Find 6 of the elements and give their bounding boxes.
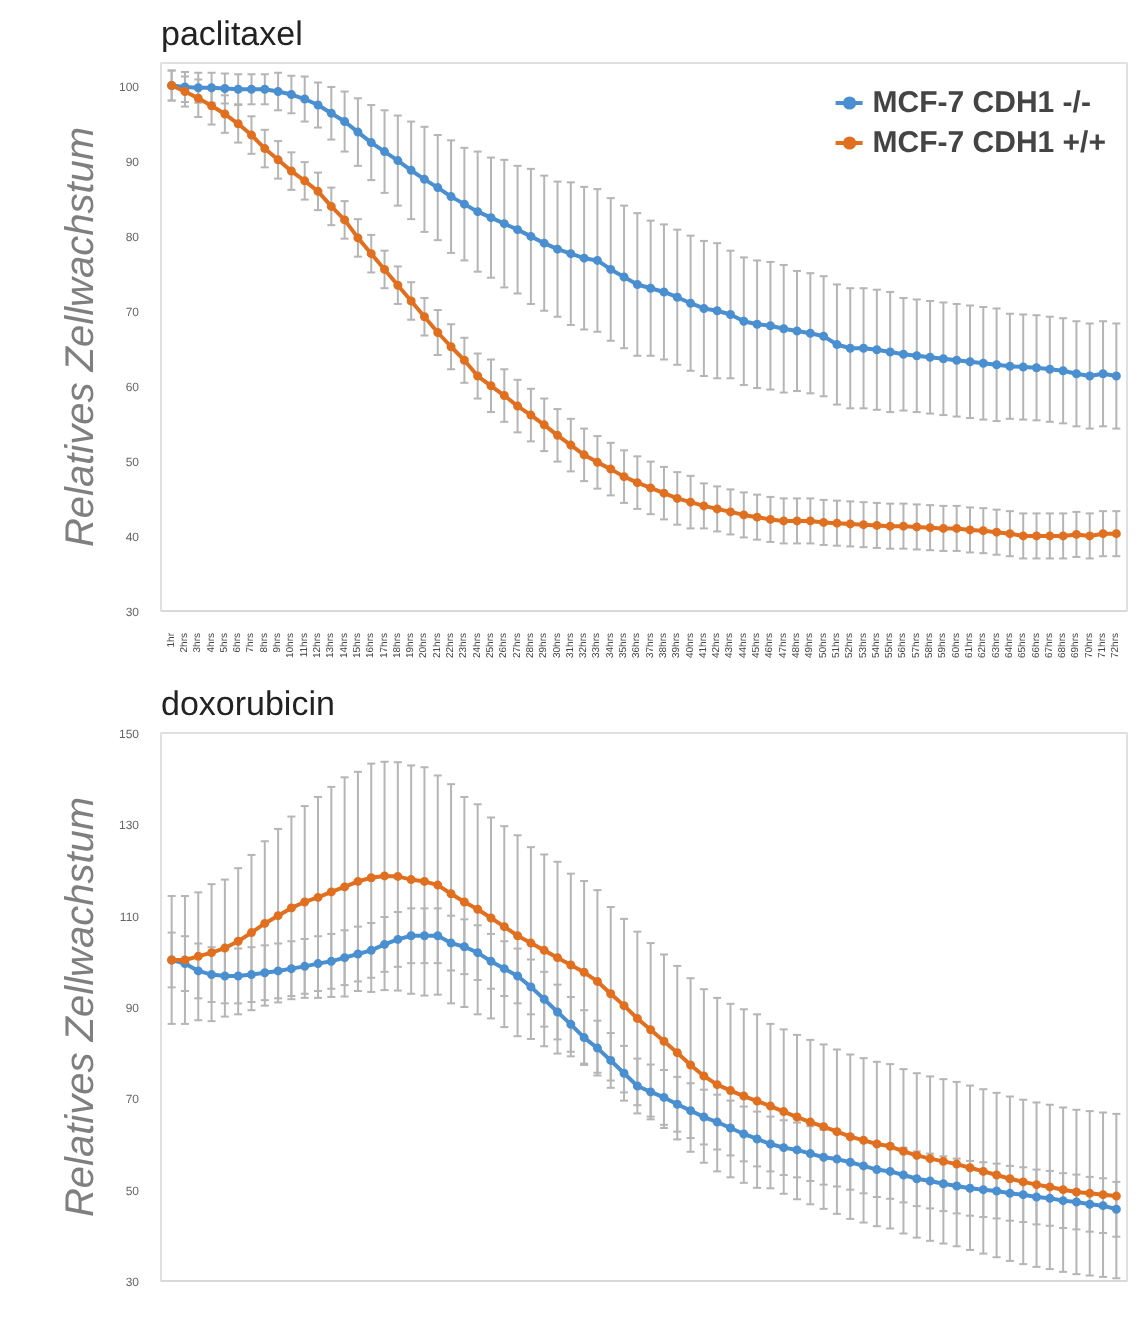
legend-label: MCF-7 CDH1 +/+ <box>872 125 1106 159</box>
y-axis-title: Relatives Zellwachstum <box>58 126 103 548</box>
chart-title: paclitaxel <box>161 15 303 53</box>
chart-title: doxorubicin <box>161 685 335 723</box>
y-axis-title: Relatives Zellwachstum <box>58 796 103 1218</box>
legend-label: MCF-7 CDH1 -/- <box>872 85 1091 119</box>
